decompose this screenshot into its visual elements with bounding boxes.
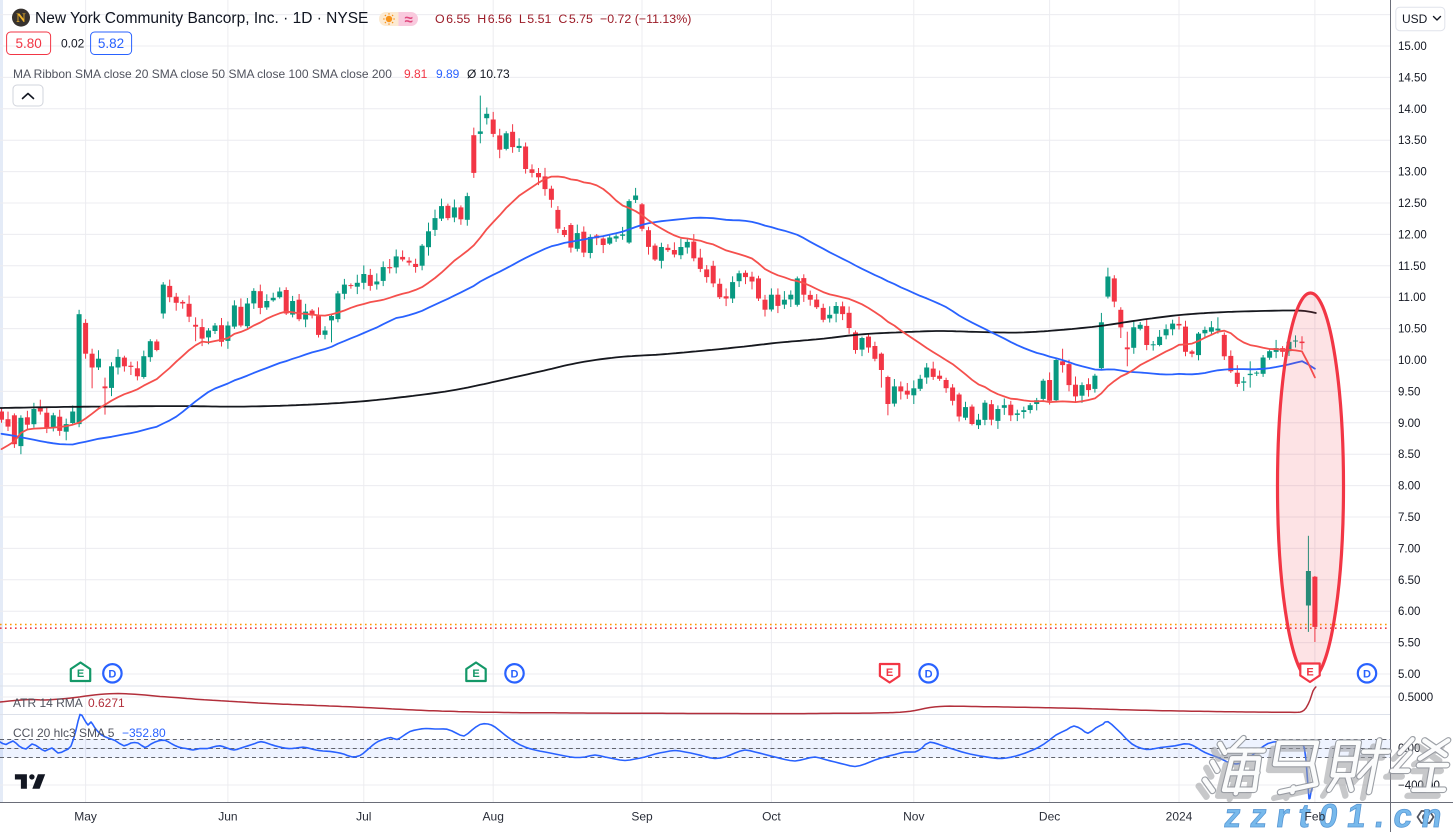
svg-text:−352.80: −352.80	[122, 726, 166, 740]
svg-text:11.50: 11.50	[1398, 261, 1426, 273]
svg-text:Jul: Jul	[356, 810, 371, 824]
svg-text:ATR 14 RMA: ATR 14 RMA	[13, 696, 83, 710]
svg-text:12.00: 12.00	[1398, 229, 1427, 241]
svg-text:New York Community Bancorp, In: New York Community Bancorp, Inc. · 1D · …	[35, 10, 368, 27]
svg-text:Aug: Aug	[483, 810, 504, 824]
svg-text:MA Ribbon SMA close 20 SMA clo: MA Ribbon SMA close 20 SMA close 50 SMA …	[13, 67, 392, 81]
svg-text:6.50: 6.50	[1398, 575, 1420, 587]
svg-text:Sep: Sep	[631, 810, 653, 824]
svg-text:13.00: 13.00	[1398, 167, 1427, 179]
svg-text:2024: 2024	[1166, 810, 1193, 824]
svg-text:CCI 20 hlc3 SMA 5: CCI 20 hlc3 SMA 5	[13, 726, 115, 740]
svg-text:0.02: 0.02	[61, 37, 85, 51]
svg-text:6.00: 6.00	[1398, 606, 1420, 618]
svg-text:≈: ≈	[405, 12, 413, 29]
svg-text:9.81: 9.81	[404, 67, 428, 81]
svg-text:Jun: Jun	[218, 810, 237, 824]
svg-text:9.50: 9.50	[1398, 386, 1420, 398]
svg-text:5.80: 5.80	[15, 36, 41, 51]
svg-text:8.50: 8.50	[1398, 449, 1420, 461]
svg-text:N: N	[16, 10, 26, 25]
svg-text:12.50: 12.50	[1398, 198, 1427, 210]
svg-text:D: D	[925, 669, 933, 681]
svg-text:10.00: 10.00	[1398, 355, 1427, 367]
svg-text:8.00: 8.00	[1398, 481, 1420, 493]
svg-text:E: E	[77, 668, 84, 680]
svg-text:0.6271: 0.6271	[88, 696, 125, 710]
svg-text:D: D	[511, 669, 519, 681]
svg-text:Ø 10.73: Ø 10.73	[467, 67, 510, 81]
svg-text:0.5000: 0.5000	[1398, 692, 1433, 704]
svg-text:9.00: 9.00	[1398, 418, 1420, 430]
svg-text:E: E	[472, 668, 479, 680]
svg-text:14.00: 14.00	[1398, 104, 1427, 116]
svg-text:E: E	[886, 667, 893, 679]
svg-text:7.00: 7.00	[1398, 543, 1420, 555]
svg-text:zzrt01.cn: zzrt01.cn	[1222, 798, 1453, 832]
svg-text:9.89: 9.89	[436, 67, 460, 81]
svg-text:D: D	[108, 669, 116, 681]
svg-text:13.50: 13.50	[1398, 135, 1427, 147]
svg-text:11.00: 11.00	[1398, 292, 1426, 304]
svg-text:10.50: 10.50	[1398, 324, 1427, 336]
svg-text:5.00: 5.00	[1398, 669, 1420, 681]
svg-text:May: May	[74, 810, 97, 824]
svg-text:14.50: 14.50	[1398, 72, 1427, 84]
svg-text:5.82: 5.82	[98, 36, 124, 51]
svg-text:Feb: Feb	[1305, 810, 1326, 824]
svg-text:7.50: 7.50	[1398, 512, 1420, 524]
svg-text:5.50: 5.50	[1398, 638, 1420, 650]
svg-text:Nov: Nov	[903, 810, 924, 824]
svg-text:Dec: Dec	[1039, 810, 1060, 824]
svg-text:E: E	[1306, 667, 1313, 679]
svg-text:USD: USD	[1402, 12, 1428, 26]
svg-text:D: D	[1363, 669, 1371, 681]
svg-text:Oct: Oct	[762, 810, 781, 824]
svg-text:15.00: 15.00	[1398, 41, 1427, 53]
